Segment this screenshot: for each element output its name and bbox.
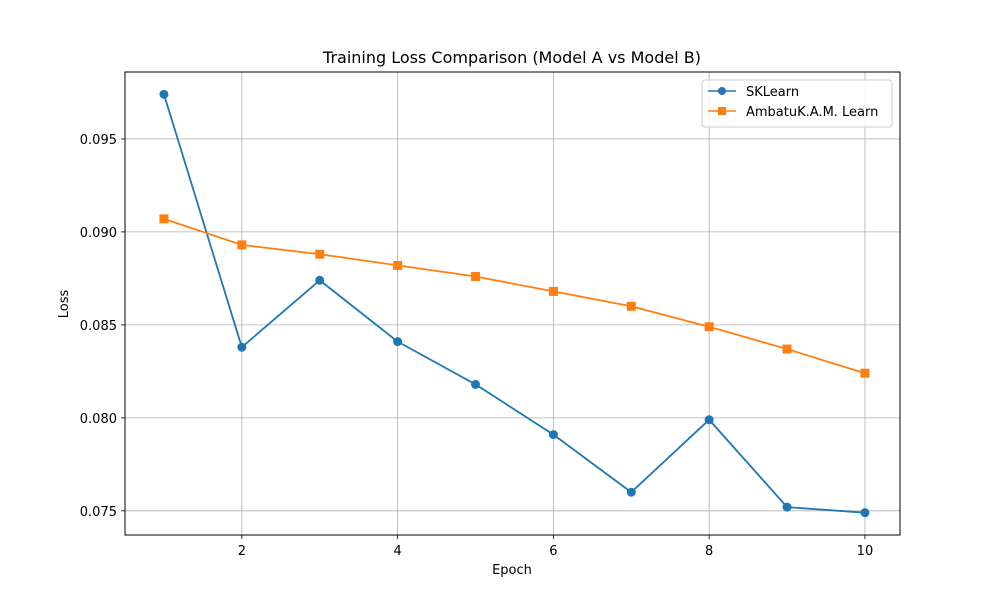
data-point [782, 344, 792, 354]
x-tick-label: 8 [705, 544, 713, 559]
legend: SKLearn AmbatuK.A.M. Learn [701, 79, 893, 128]
series-line [163, 218, 866, 375]
y-axis-title: Loss [57, 290, 72, 319]
series-layer [159, 89, 870, 518]
data-point [704, 322, 714, 332]
axis-ticks: 2 4 6 8 10 0.075 0.080 0.085 0.090 0.095 [80, 133, 873, 559]
data-point [548, 430, 558, 440]
data-point [471, 272, 481, 282]
y-tick-label: 0.085 [80, 319, 117, 334]
data-point [315, 249, 325, 259]
y-tick-label: 0.075 [80, 505, 117, 520]
data-point [548, 286, 558, 296]
chart-title: Training Loss Comparison (Model A vs Mod… [322, 48, 701, 67]
data-point [626, 301, 636, 311]
x-axis-title: Epoch [492, 563, 532, 578]
x-tick-label: 2 [238, 544, 246, 559]
x-tick-label: 6 [549, 544, 557, 559]
grid [125, 72, 900, 535]
legend-label-sklearn: SKLearn [746, 85, 799, 100]
data-point [393, 337, 403, 347]
data-point [626, 487, 636, 497]
legend-box [701, 79, 893, 128]
y-tick-label: 0.080 [80, 412, 117, 427]
y-tick-label: 0.090 [80, 226, 117, 241]
y-tick-label: 0.095 [80, 133, 117, 148]
data-point [159, 214, 169, 224]
data-point [782, 502, 792, 512]
plot-area-frame [124, 71, 901, 536]
series-line [163, 94, 866, 514]
legend-marker-ambatukam [718, 107, 726, 115]
data-point [237, 342, 247, 352]
series-0 [159, 89, 870, 518]
legend-marker-sklearn [718, 87, 726, 95]
data-point [471, 379, 481, 389]
data-point [860, 508, 870, 518]
data-point [704, 415, 714, 425]
data-point [159, 89, 169, 99]
data-point [237, 240, 247, 250]
data-point [315, 275, 325, 285]
x-tick-label: 10 [857, 544, 874, 559]
data-point [860, 368, 870, 378]
data-point [393, 260, 403, 270]
x-tick-label: 4 [393, 544, 401, 559]
series-1 [159, 214, 870, 378]
legend-label-ambatukam: AmbatuK.A.M. Learn [746, 105, 878, 120]
